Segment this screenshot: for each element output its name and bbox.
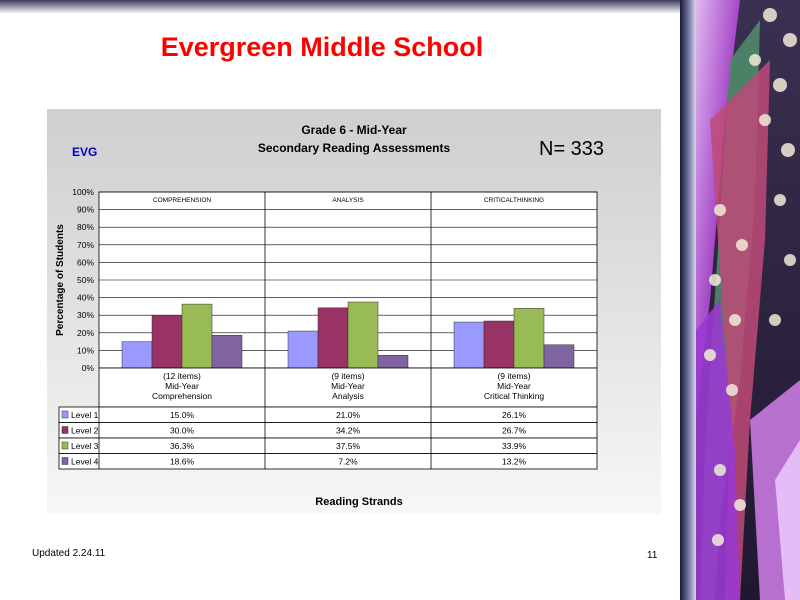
- sample-size-label: N= 333: [539, 138, 605, 160]
- y-tick-label: 30%: [77, 310, 94, 320]
- category-label: Critical Thinking: [484, 391, 545, 401]
- data-label: 18.6%: [170, 457, 195, 467]
- y-tick-label: 90%: [77, 205, 94, 215]
- bar-level-1: [453, 321, 485, 369]
- data-label: 36.3%: [170, 441, 195, 451]
- slide-title: Evergreen Middle School: [160, 32, 484, 62]
- data-label: 34.2%: [336, 426, 361, 436]
- panel-label: CRITICALTHINKING: [484, 197, 544, 204]
- bar-level-1: [287, 330, 319, 369]
- y-tick-label: 80%: [77, 222, 94, 232]
- y-tick-label: 70%: [77, 240, 94, 250]
- data-label: 7.2%: [338, 457, 358, 467]
- bar-level-3: [347, 301, 379, 369]
- y-tick-label: 20%: [77, 328, 94, 338]
- category-header-cell: [98, 367, 598, 408]
- bar-level-2: [317, 307, 349, 369]
- data-label: 26.7%: [502, 426, 527, 436]
- table-row: [58, 453, 598, 470]
- x-axis-label: Reading Strands: [315, 496, 402, 508]
- category-label: Mid-Year: [497, 381, 531, 391]
- page-number: 11: [647, 550, 658, 561]
- legend-label: Level 1: [71, 410, 99, 420]
- legend-label: Level 4: [71, 457, 99, 467]
- legend-label: Level 2: [71, 426, 99, 436]
- category-label: (9 items): [497, 371, 530, 381]
- category-label: Analysis: [332, 391, 364, 401]
- y-tick-label: 0%: [82, 363, 95, 373]
- data-label: 30.0%: [170, 426, 195, 436]
- panel-label: ANALYSIS: [332, 197, 364, 204]
- chart-subtitle: Secondary Reading Assessments: [257, 141, 451, 155]
- bar-level-3: [181, 303, 213, 369]
- decorative-kimono-strip: [680, 0, 800, 600]
- legend-swatch: [61, 457, 69, 465]
- bar-level-4: [543, 344, 575, 369]
- y-axis-label: Percentage of Students: [55, 224, 66, 336]
- bar-level-4: [211, 335, 243, 369]
- category-label: (9 items): [331, 371, 364, 381]
- legend-swatch: [61, 441, 69, 450]
- y-tick-label: 10%: [77, 345, 94, 355]
- panel-label: COMPREHENSION: [153, 197, 211, 204]
- legend-swatch: [61, 410, 69, 419]
- category-label: (12 items): [163, 371, 201, 381]
- data-label: 13.2%: [502, 457, 527, 467]
- category-label: Mid-Year: [331, 381, 365, 391]
- y-tick-label: 100%: [72, 187, 94, 197]
- bar-level-2: [483, 320, 515, 369]
- slide-top-shadow: [0, 0, 690, 14]
- y-tick-label: 50%: [77, 275, 94, 285]
- data-label: 37.5%: [336, 441, 361, 451]
- bar-level-3: [513, 308, 545, 369]
- data-label: 15.0%: [170, 410, 195, 420]
- updated-date: Updated 2.24.11: [32, 548, 106, 559]
- chart-title: Grade 6 - Mid-Year: [301, 123, 407, 137]
- bar-level-4: [377, 355, 409, 369]
- data-label: 21.0%: [336, 410, 361, 420]
- y-tick-label: 40%: [77, 293, 94, 303]
- category-label: Mid-Year: [165, 381, 199, 391]
- y-tick-label: 60%: [77, 257, 94, 267]
- category-label: Comprehension: [152, 391, 212, 401]
- data-label: 26.1%: [502, 410, 527, 420]
- legend-swatch: [61, 426, 69, 434]
- legend-label: Level 3: [71, 441, 99, 451]
- school-code-label: EVG: [72, 145, 98, 159]
- data-label: 33.9%: [502, 441, 527, 451]
- bar-level-2: [151, 314, 183, 369]
- bar-level-1: [121, 341, 153, 369]
